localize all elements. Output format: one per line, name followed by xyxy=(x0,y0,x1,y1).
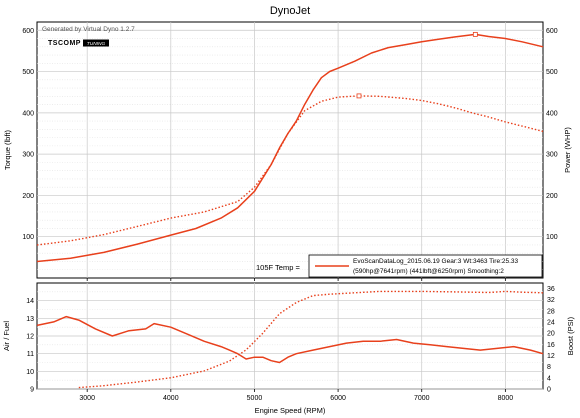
boost-axis-label: Boost (PSI) xyxy=(566,316,575,355)
top-grid xyxy=(37,22,543,278)
boost-tick-label: 28 xyxy=(547,308,555,315)
torque-tick-label: 600 xyxy=(22,28,34,35)
legend-box: EvoScanDataLog_2015.06.19 Gear:3 Wt:3463… xyxy=(308,254,543,278)
bottom-grid xyxy=(37,283,543,390)
power-tick-label: 500 xyxy=(546,69,558,76)
top-series-group xyxy=(36,33,544,263)
legend-frame xyxy=(308,254,543,278)
afr-boost-plot: 3000 4000 5000 6000 7000 8000 9 10 11 12 13 14 0 4 8… xyxy=(2,282,575,415)
afr-axis-label: Air / Fuel xyxy=(2,321,11,351)
power-tick-label: 300 xyxy=(546,152,558,159)
chart-title: DynoJet xyxy=(270,5,310,17)
afr-tick-label: 12 xyxy=(26,334,34,341)
torque-tick-label: 400 xyxy=(22,110,34,117)
afr-tick-label: 10 xyxy=(26,369,34,376)
tscomp-logo: TSCOMP TUNING xyxy=(48,39,109,47)
boost-series-line xyxy=(78,290,544,389)
afr-tick-label: 13 xyxy=(26,316,34,323)
top-plot-frame xyxy=(36,21,544,279)
afr-tick-label: 14 xyxy=(26,298,34,305)
boost-tick-label: 4 xyxy=(547,375,551,382)
power-axis-label: Power (WHP) xyxy=(563,127,572,173)
boost-tick-label: 32 xyxy=(547,297,555,304)
logo-text: TSCOMP xyxy=(48,40,81,47)
boost-tick-label: 36 xyxy=(547,286,555,293)
torque-axis-ticks: 100 200 300 400 500 600 xyxy=(22,28,34,241)
boost-tick-label: 16 xyxy=(547,342,555,349)
rpm-tick-label: 5000 xyxy=(247,395,263,402)
boost-tick-label: 20 xyxy=(547,331,555,338)
afr-series-line xyxy=(36,315,544,364)
temp-label: 105F Temp = xyxy=(256,263,300,272)
top-x-tick-marks xyxy=(86,278,506,281)
afr-tick-label: 9 xyxy=(30,387,34,394)
rpm-tick-label: 4000 xyxy=(163,395,179,402)
power-tick-label: 400 xyxy=(546,110,558,117)
torque-axis-label: Torque (lbft) xyxy=(3,129,12,170)
torque-series-line xyxy=(36,95,544,246)
torque-tick-label: 200 xyxy=(22,193,34,200)
logo-badge-text: TUNING xyxy=(87,41,106,47)
power-tick-label: 100 xyxy=(546,234,558,241)
generated-by-text: Generated by Virtual Dyno 1.2.7 xyxy=(42,26,135,33)
boost-axis-ticks: 0 4 8 12 16 20 24 28 32 36 xyxy=(547,286,555,393)
rpm-axis-label: Engine Speed (RPM) xyxy=(255,406,326,415)
torque-tick-label: 300 xyxy=(22,152,34,159)
boost-tick-label: 0 xyxy=(547,387,551,394)
torque-peak-marker xyxy=(356,93,362,99)
torque-tick-label: 500 xyxy=(22,69,34,76)
rpm-tick-label: 6000 xyxy=(330,395,346,402)
logo-badge-box xyxy=(83,39,109,47)
peak-markers xyxy=(356,31,478,99)
legend-line-2: (590hp@7641rpm) (441lbft@6250rpm) Smooth… xyxy=(353,268,504,275)
power-tick-label: 200 xyxy=(546,193,558,200)
power-peak-marker xyxy=(472,31,478,37)
boost-tick-label: 12 xyxy=(547,353,555,360)
rpm-tick-label: 7000 xyxy=(414,395,430,402)
afr-axis-ticks: 9 10 11 12 13 14 xyxy=(26,298,34,393)
afr-tick-label: 11 xyxy=(27,351,34,358)
power-tick-label: 600 xyxy=(546,28,558,35)
torque-power-plot: 100 200 300 400 500 600 100 200 300 400 500 600 Ge… xyxy=(3,21,572,281)
power-axis-ticks: 100 200 300 400 500 600 xyxy=(546,28,558,241)
bottom-series-group xyxy=(36,290,544,389)
rpm-tick-label: 8000 xyxy=(498,395,514,402)
boost-tick-label: 24 xyxy=(547,320,555,327)
legend-line-1: EvoScanDataLog_2015.06.19 Gear:3 Wt:3463… xyxy=(353,258,519,265)
boost-tick-label: 8 xyxy=(547,364,551,371)
rpm-tick-label: 3000 xyxy=(79,395,95,402)
power-series-line xyxy=(36,33,544,263)
rpm-axis-ticks: 3000 4000 5000 6000 7000 8000 xyxy=(79,389,513,402)
torque-tick-label: 100 xyxy=(22,234,34,241)
